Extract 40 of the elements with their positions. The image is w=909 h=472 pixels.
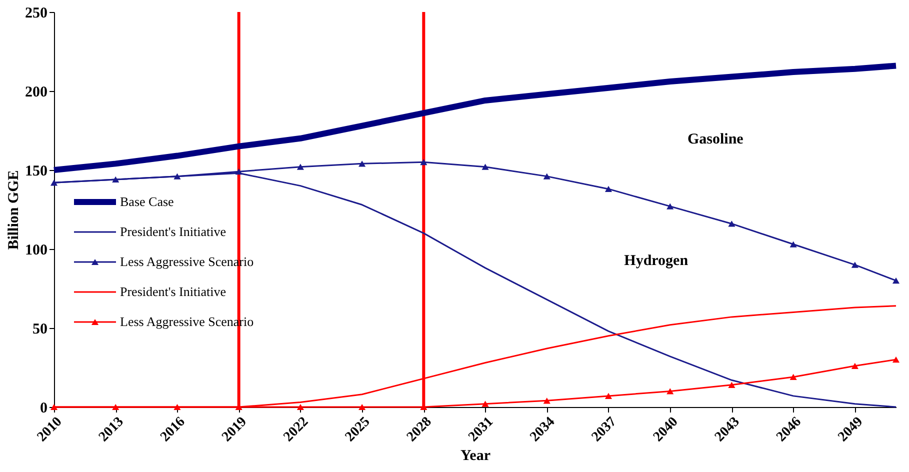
point (543, 398, 550, 404)
point (296, 164, 304, 170)
x-axis-title: Year (460, 448, 491, 464)
point (174, 404, 181, 410)
y-tick-label: 250 (25, 6, 48, 22)
point (666, 203, 674, 210)
point (235, 168, 242, 175)
legend-label: President's Initiative (120, 284, 226, 299)
point (851, 362, 858, 369)
point (728, 220, 736, 227)
y-tick-label: 50 (32, 322, 48, 338)
y-tick-label: 150 (25, 164, 48, 180)
point (790, 374, 797, 380)
point (482, 164, 489, 170)
point (358, 404, 366, 410)
point (50, 180, 58, 186)
y-tick-label: 200 (25, 84, 48, 100)
point (604, 392, 612, 399)
y-axis-title: Billion GGE (6, 170, 22, 250)
legend-label: President's Initiative (120, 224, 226, 239)
point (604, 186, 612, 192)
point (420, 159, 428, 166)
point (112, 176, 120, 183)
point (482, 400, 489, 407)
point (112, 404, 120, 410)
point (851, 262, 858, 268)
point (666, 388, 674, 394)
point (543, 173, 550, 180)
point (790, 241, 797, 248)
point (174, 173, 181, 180)
point (728, 382, 736, 388)
point (358, 160, 366, 167)
y-tick-label: 100 (25, 242, 48, 258)
point (892, 278, 900, 284)
point (296, 404, 304, 410)
legend-label: Base Case (120, 194, 174, 209)
y-tick-label: 0 (40, 400, 48, 416)
annotation: Gasoline (688, 131, 744, 148)
annotation: Hydrogen (624, 253, 689, 270)
point (892, 356, 900, 363)
